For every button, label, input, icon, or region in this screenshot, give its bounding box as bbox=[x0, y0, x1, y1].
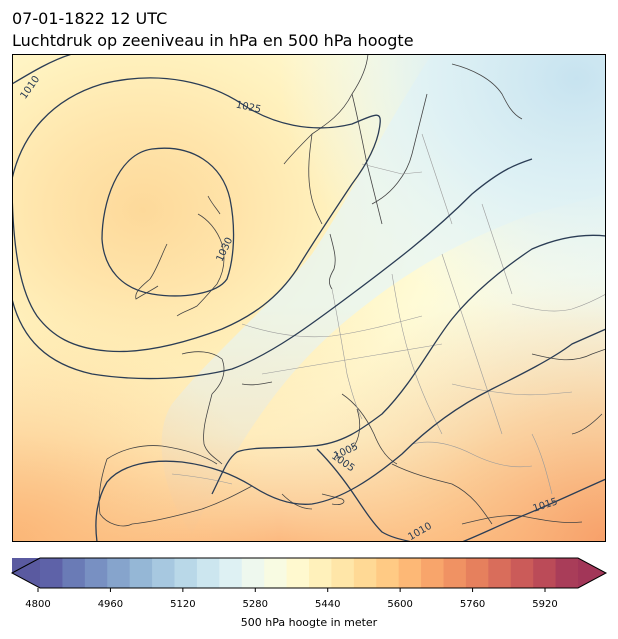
isobar-1025 bbox=[12, 77, 381, 353]
isobar-label: 1025 bbox=[235, 100, 262, 116]
coastlines bbox=[98, 54, 606, 527]
colorbar-cell bbox=[309, 558, 332, 588]
colorbar-tick-label: 5760 bbox=[460, 599, 485, 610]
borders bbox=[171, 133, 606, 495]
isobar-1005 bbox=[316, 448, 413, 542]
colorbar-tick-label: 4960 bbox=[98, 599, 123, 610]
colorbar-cell bbox=[174, 558, 198, 588]
colorbar-tick-label: 5600 bbox=[387, 599, 412, 610]
isobar-1010 bbox=[12, 54, 73, 85]
colorbar-cell bbox=[376, 558, 400, 588]
colorbar-cell bbox=[219, 558, 243, 588]
colorbar-min-arrow bbox=[12, 558, 40, 588]
colorbar-cell bbox=[62, 558, 86, 588]
colorbar-tick-label: 5120 bbox=[170, 599, 195, 610]
isobar-1015b bbox=[461, 478, 606, 542]
isobars bbox=[12, 54, 606, 542]
ne-cold bbox=[12, 54, 606, 542]
colorbar-label: 500 hPa hoogte in meter bbox=[241, 616, 378, 629]
isobar-1020 bbox=[12, 158, 533, 380]
colorbar-tick-label: 5280 bbox=[243, 599, 268, 610]
colorbar-cell bbox=[241, 558, 265, 588]
colorbar-cell bbox=[286, 558, 310, 588]
colorbar-tick-label: 4800 bbox=[25, 599, 50, 610]
colorbar-cell bbox=[264, 558, 288, 588]
colorbar-tick-label: 5440 bbox=[315, 599, 340, 610]
colorbar-cell bbox=[510, 558, 534, 588]
colorbar-cell bbox=[555, 558, 579, 588]
colorbar-tick-label: 5920 bbox=[532, 599, 557, 610]
colorbar-cell bbox=[196, 558, 220, 588]
map-frame bbox=[12, 54, 606, 542]
map-subtitle: Luchtdruk op zeeniveau in hPa en 500 hPa… bbox=[12, 31, 414, 50]
isobar-1030 bbox=[101, 147, 235, 297]
isobar-1015 bbox=[211, 234, 606, 495]
colorbar-cell bbox=[129, 558, 153, 588]
colorbar-cell bbox=[353, 558, 377, 588]
colorbar-cell bbox=[40, 558, 63, 588]
pressure-map: 1010 1025 1030 1005 1005 1010 1015 bbox=[12, 54, 606, 542]
map-datetime: 07-01-1822 12 UTC bbox=[12, 9, 168, 28]
colorbar-cell bbox=[421, 558, 444, 588]
colorbar-cell bbox=[465, 558, 489, 588]
colorbar-max-arrow bbox=[578, 558, 606, 588]
isobar-1010b bbox=[95, 328, 606, 542]
colorbar-cell bbox=[488, 558, 512, 588]
colorbar-outline bbox=[10, 557, 608, 589]
colorbar-cell bbox=[152, 558, 175, 588]
colorbar-cell bbox=[331, 558, 355, 588]
colorbar-cell bbox=[443, 558, 467, 588]
colorbar: 4800 4960 5120 5280 5440 5600 5760 5920 500 hPa… bbox=[10, 557, 608, 629]
colorbar-cell bbox=[398, 558, 422, 588]
colorbar-cell bbox=[107, 558, 131, 588]
colorbar-cell bbox=[84, 558, 108, 588]
colorbar-cell bbox=[533, 558, 557, 588]
